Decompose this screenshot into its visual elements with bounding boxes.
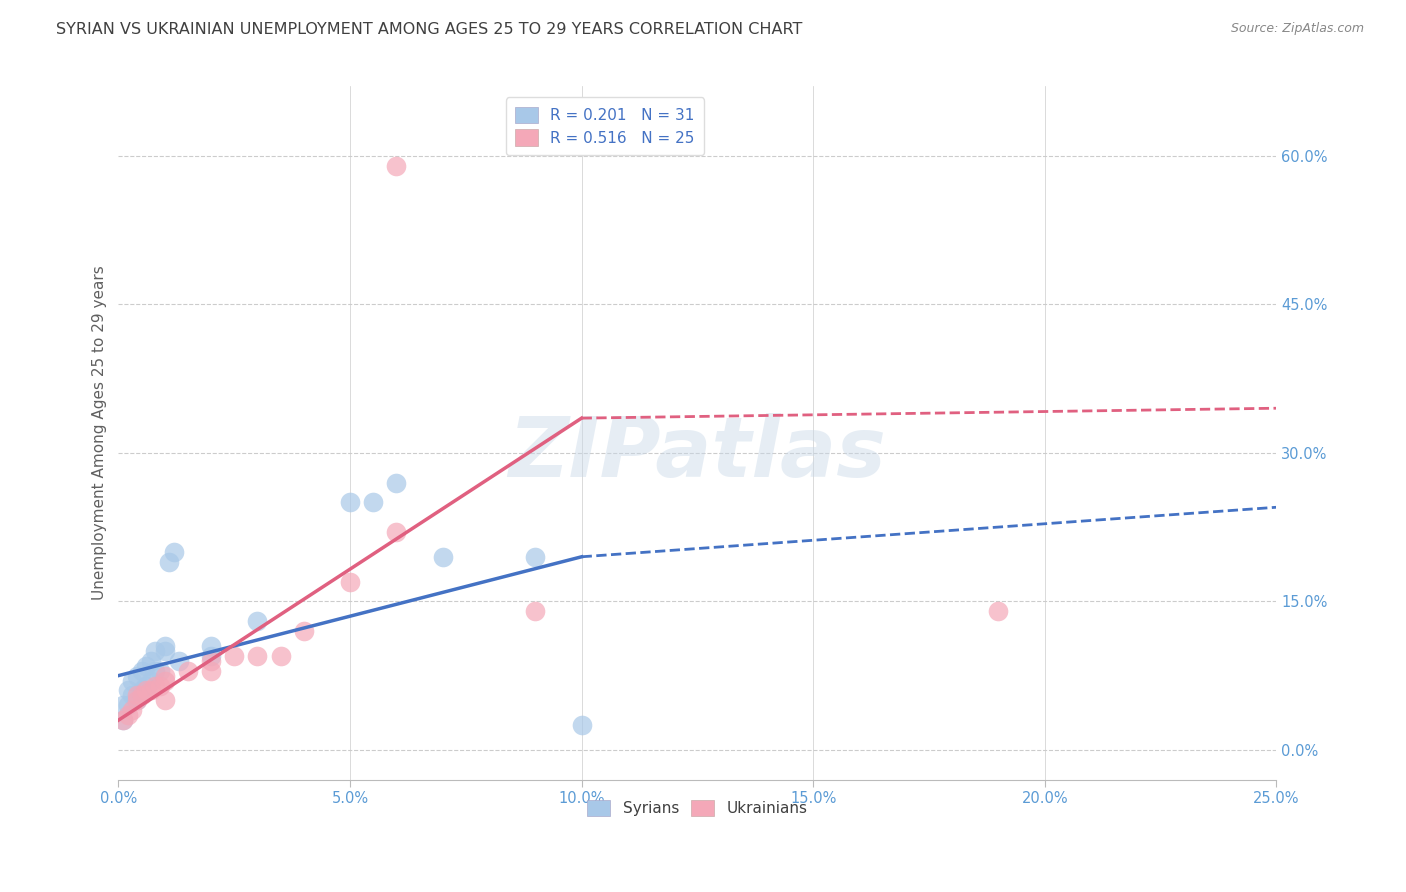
Point [524,604,547,618]
Point [135,679,157,693]
Point [153,673,176,688]
Point [385,159,408,173]
Point [157,555,180,569]
Point [246,614,269,628]
Point [177,664,200,678]
Point [131,664,153,678]
Point [987,604,1010,618]
Point [339,495,361,509]
Point [385,475,408,490]
Point [149,679,172,693]
Point [200,664,222,678]
Point [125,693,148,707]
Point [125,693,148,707]
Point [117,683,139,698]
Point [524,549,547,564]
Point [153,693,176,707]
Point [135,658,157,673]
Text: Source: ZipAtlas.com: Source: ZipAtlas.com [1230,22,1364,36]
Point [167,654,190,668]
Point [121,673,143,688]
Point [131,689,153,703]
Y-axis label: Unemployment Among Ages 25 to 29 years: Unemployment Among Ages 25 to 29 years [93,266,107,600]
Point [112,698,135,713]
Point [139,654,162,668]
Point [121,703,143,717]
Point [139,673,162,688]
Point [125,668,148,682]
Point [270,648,292,663]
Point [145,644,167,658]
Point [385,524,408,539]
Point [153,644,176,658]
Point [149,664,172,678]
Text: ZIPatlas: ZIPatlas [509,413,886,494]
Point [153,668,176,682]
Point [571,718,593,732]
Text: SYRIAN VS UKRAINIAN UNEMPLOYMENT AMONG AGES 25 TO 29 YEARS CORRELATION CHART: SYRIAN VS UKRAINIAN UNEMPLOYMENT AMONG A… [56,22,803,37]
Point [145,664,167,678]
Point [117,708,139,723]
Point [200,648,222,663]
Point [163,545,186,559]
Point [117,698,139,713]
Point [112,713,135,727]
Point [145,679,167,693]
Point [135,683,157,698]
Legend: Syrians, Ukrainians: Syrians, Ukrainians [579,792,815,824]
Point [139,683,162,698]
Point [112,713,135,727]
Point [432,549,454,564]
Point [153,639,176,653]
Point [131,683,153,698]
Point [339,574,361,589]
Point [200,639,222,653]
Point [361,495,384,509]
Point [125,689,148,703]
Point [200,654,222,668]
Point [246,648,269,663]
Point [292,624,315,638]
Point [224,648,246,663]
Point [121,689,143,703]
